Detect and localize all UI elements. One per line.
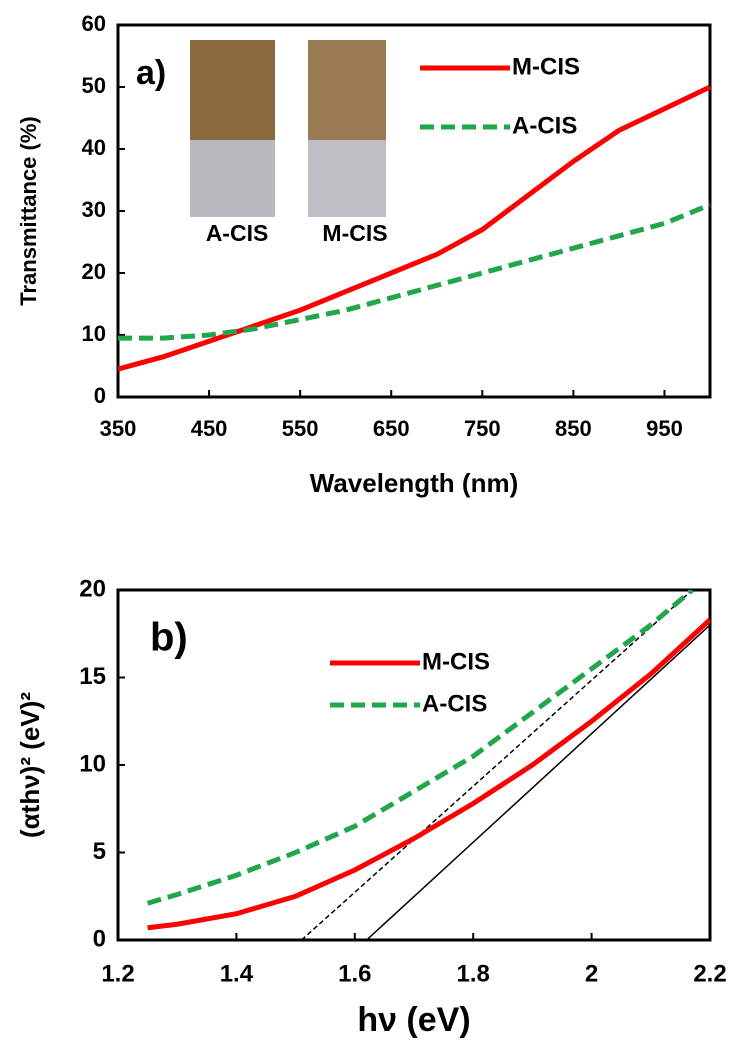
x-tick-label: 450	[191, 416, 228, 441]
data-line	[146, 590, 694, 906]
y-tick-label: 0	[94, 383, 106, 408]
x-tick-label: 1.6	[338, 960, 371, 987]
y-tick-label: 5	[93, 838, 106, 865]
x-tick-label: 2.2	[693, 960, 726, 987]
legend-label: A-CIS	[422, 690, 487, 717]
y-tick-label: 60	[82, 11, 106, 36]
x-tick-label: 1.8	[457, 960, 490, 987]
legend-label: A-CIS	[512, 112, 577, 139]
x-tick-label: 850	[555, 416, 592, 441]
x-axis-title: hν (eV)	[357, 1001, 470, 1039]
x-axis-title: Wavelength (nm)	[310, 468, 518, 498]
y-tick-label: 10	[82, 321, 106, 346]
y-tick-label: 15	[79, 663, 106, 690]
inset-photo	[190, 40, 386, 217]
y-tick-label: 20	[79, 575, 106, 602]
data-line	[147, 617, 710, 931]
fit-line	[301, 590, 693, 940]
x-tick-label: 2	[585, 960, 598, 987]
x-tick-label: 950	[646, 416, 683, 441]
panel-label: b)	[150, 616, 188, 660]
legend-label: M-CIS	[512, 53, 580, 80]
x-tick-label: 650	[373, 416, 410, 441]
plot-area	[117, 84, 712, 372]
plot-area	[146, 590, 710, 940]
x-tick-label: 550	[282, 416, 319, 441]
y-tick-label: 40	[82, 135, 106, 160]
data-line	[117, 84, 712, 372]
inset-label: A-CIS	[206, 220, 269, 246]
y-axis-title: (αthν)² (eV)²	[15, 692, 45, 838]
panel-label: a)	[136, 54, 166, 92]
x-tick-label: 350	[100, 416, 137, 441]
fit-line	[366, 624, 710, 940]
y-tick-label: 10	[79, 750, 106, 777]
data-line	[118, 202, 711, 341]
y-axis-title: Transmittance (%)	[16, 116, 41, 306]
inset-label: M-CIS	[322, 220, 387, 246]
plot-frame	[116, 588, 712, 942]
y-tick-label: 30	[82, 197, 106, 222]
x-tick-label: 1.2	[101, 960, 134, 987]
y-tick-label: 0	[93, 925, 106, 952]
legend-label: M-CIS	[422, 648, 490, 675]
x-tick-label: 1.4	[220, 960, 254, 987]
x-tick-label: 750	[464, 416, 501, 441]
y-tick-label: 50	[82, 73, 106, 98]
y-tick-label: 20	[82, 259, 106, 284]
